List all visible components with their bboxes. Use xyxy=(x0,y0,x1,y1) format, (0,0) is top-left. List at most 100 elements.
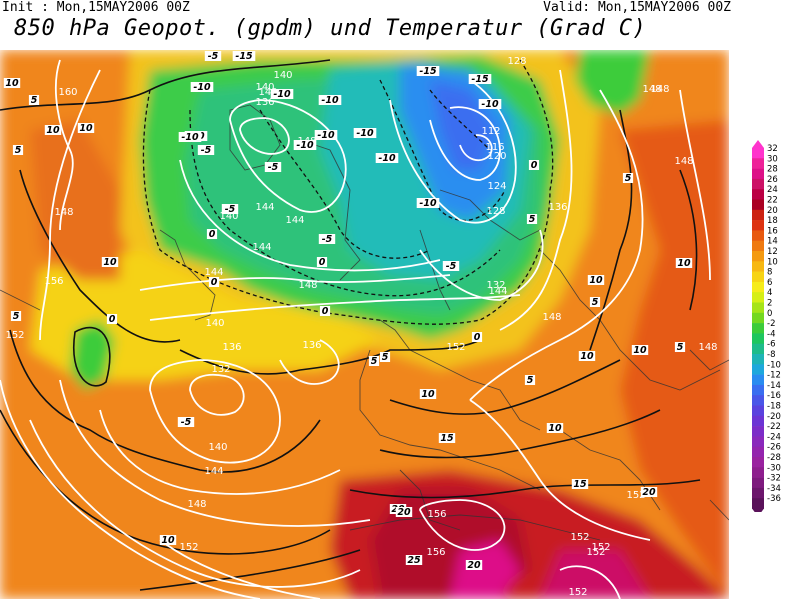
temperature-label: -15 xyxy=(235,51,253,62)
legend-value: 28 xyxy=(767,165,778,175)
temperature-label-bg xyxy=(395,507,413,517)
temperature-label: 5 xyxy=(527,375,534,386)
temperature-label-bg xyxy=(28,95,40,105)
temperature-label: 0 xyxy=(209,229,216,240)
geopotential-label: 144 xyxy=(252,242,271,253)
temperature-label-bg xyxy=(270,89,294,99)
legend-value: -28 xyxy=(767,453,781,463)
geopotential-label: 152 xyxy=(570,532,589,543)
geopotential-label: 128 xyxy=(507,56,526,67)
legend-swatch xyxy=(752,374,764,386)
temperature-label-bg xyxy=(204,51,222,61)
legend-swatch xyxy=(752,189,764,200)
temperature-label: -10 xyxy=(181,132,199,143)
temperature-label-bg xyxy=(379,352,391,362)
temperature-label-bg xyxy=(524,375,536,385)
geopotential-label: 128 xyxy=(486,206,505,217)
geopotential-labels: 1601561521481441401361321401441481521441… xyxy=(5,56,717,598)
temperature-label-bg xyxy=(44,125,62,135)
legend-swatch xyxy=(752,384,764,396)
geopotential-label: 136 xyxy=(255,97,274,108)
geopotential-label: 152 xyxy=(568,587,587,598)
temperature-label: 0 xyxy=(319,257,326,268)
temperature-label: 0 xyxy=(322,306,329,317)
temperature-label-bg xyxy=(468,74,492,84)
legend-swatch xyxy=(752,364,764,375)
geopotential-label: 140 xyxy=(208,442,227,453)
temperature-label-bg xyxy=(528,160,540,170)
temperature-label-bg xyxy=(316,257,328,267)
temperature-label-bg xyxy=(571,479,589,489)
temperature-label-bg xyxy=(10,311,22,321)
temperature-label-bg xyxy=(587,275,605,285)
legend-swatch xyxy=(752,230,764,241)
legend-value: 12 xyxy=(767,247,778,257)
temperature-label-bg xyxy=(546,423,564,433)
temperature-label: 5 xyxy=(529,214,536,225)
legend-value: 6 xyxy=(767,278,772,288)
map-title: 850 hPa Geopot. (gpdm) und Temperatur (G… xyxy=(14,16,647,41)
legend-swatch xyxy=(752,395,764,406)
geopotential-label: 124 xyxy=(487,181,506,192)
temperature-label: 10 xyxy=(79,123,93,134)
temperature-label: 10 xyxy=(103,257,117,268)
temperature-label-bg xyxy=(318,95,342,105)
legend-swatch xyxy=(752,251,764,262)
legend-swatch xyxy=(752,477,764,489)
temperature-label: 5 xyxy=(382,352,389,363)
temperature-label: 20 xyxy=(642,487,656,498)
legend-value: -4 xyxy=(767,329,775,339)
temperature-label-bg xyxy=(208,277,220,287)
temperature-label: 10 xyxy=(580,351,594,362)
color-legend: 32302826242220181614121086420-2-4-6-8-10… xyxy=(752,140,781,512)
temperature-label: -5 xyxy=(208,51,219,62)
legend-swatch xyxy=(752,220,764,231)
legend-value: 26 xyxy=(767,175,778,185)
temperature-label: 5 xyxy=(371,356,378,367)
temperature-label-bg xyxy=(478,99,502,109)
temperature-label-bg xyxy=(159,535,177,545)
temperature-label: -5 xyxy=(181,417,192,428)
temperature-label-bg xyxy=(197,145,215,155)
legend-value: 0 xyxy=(767,309,772,319)
temperature-label-bg xyxy=(438,433,456,443)
geopotential-label: 152 xyxy=(446,342,465,353)
legend-swatch xyxy=(752,467,764,478)
legend-value: -2 xyxy=(767,319,775,329)
legend-value: 20 xyxy=(767,206,778,216)
temperature-label: -10 xyxy=(296,140,314,151)
legend-swatch xyxy=(752,436,764,447)
temperature-labels: 1010551050-5-10-10-5-10-15-10-10-10-50-5… xyxy=(3,51,693,571)
temperature-label-bg xyxy=(471,332,483,342)
temperature-label-bg xyxy=(674,342,686,352)
legend-swatch xyxy=(752,405,764,417)
temperature-label-bg xyxy=(405,555,423,565)
temperature-label: -10 xyxy=(419,198,437,209)
legend-swatch xyxy=(752,261,764,272)
temperature-label-bg xyxy=(578,351,596,361)
geopotential-label: 140 xyxy=(255,82,274,93)
temperature-label-bg xyxy=(264,162,282,172)
geopotential-label: 156 xyxy=(44,276,63,287)
geopotential-label: 140 xyxy=(219,211,238,222)
legend-top-arrow xyxy=(752,140,764,148)
geopotential-label: 144 xyxy=(255,202,274,213)
legend-swatch xyxy=(752,312,764,324)
geopotential-label: 148 xyxy=(674,156,693,167)
legend-swatch xyxy=(752,199,764,211)
temperature-label: -5 xyxy=(446,261,457,272)
legend-swatch xyxy=(752,178,764,190)
temperature-label: 0 xyxy=(109,314,116,325)
legend-swatch xyxy=(752,426,764,437)
temperature-label-bg xyxy=(631,345,649,355)
temperature-label: 25 xyxy=(407,555,421,566)
geopotential-label: 160 xyxy=(58,87,77,98)
legend-swatch xyxy=(752,158,764,169)
legend-value: -20 xyxy=(767,412,781,422)
legend-swatch xyxy=(752,302,764,314)
legend-value: 4 xyxy=(767,288,772,298)
legend-swatch xyxy=(752,487,764,499)
legend-value: -6 xyxy=(767,340,775,350)
temperature-label: 10 xyxy=(5,78,19,89)
legend-value: -16 xyxy=(767,391,781,401)
